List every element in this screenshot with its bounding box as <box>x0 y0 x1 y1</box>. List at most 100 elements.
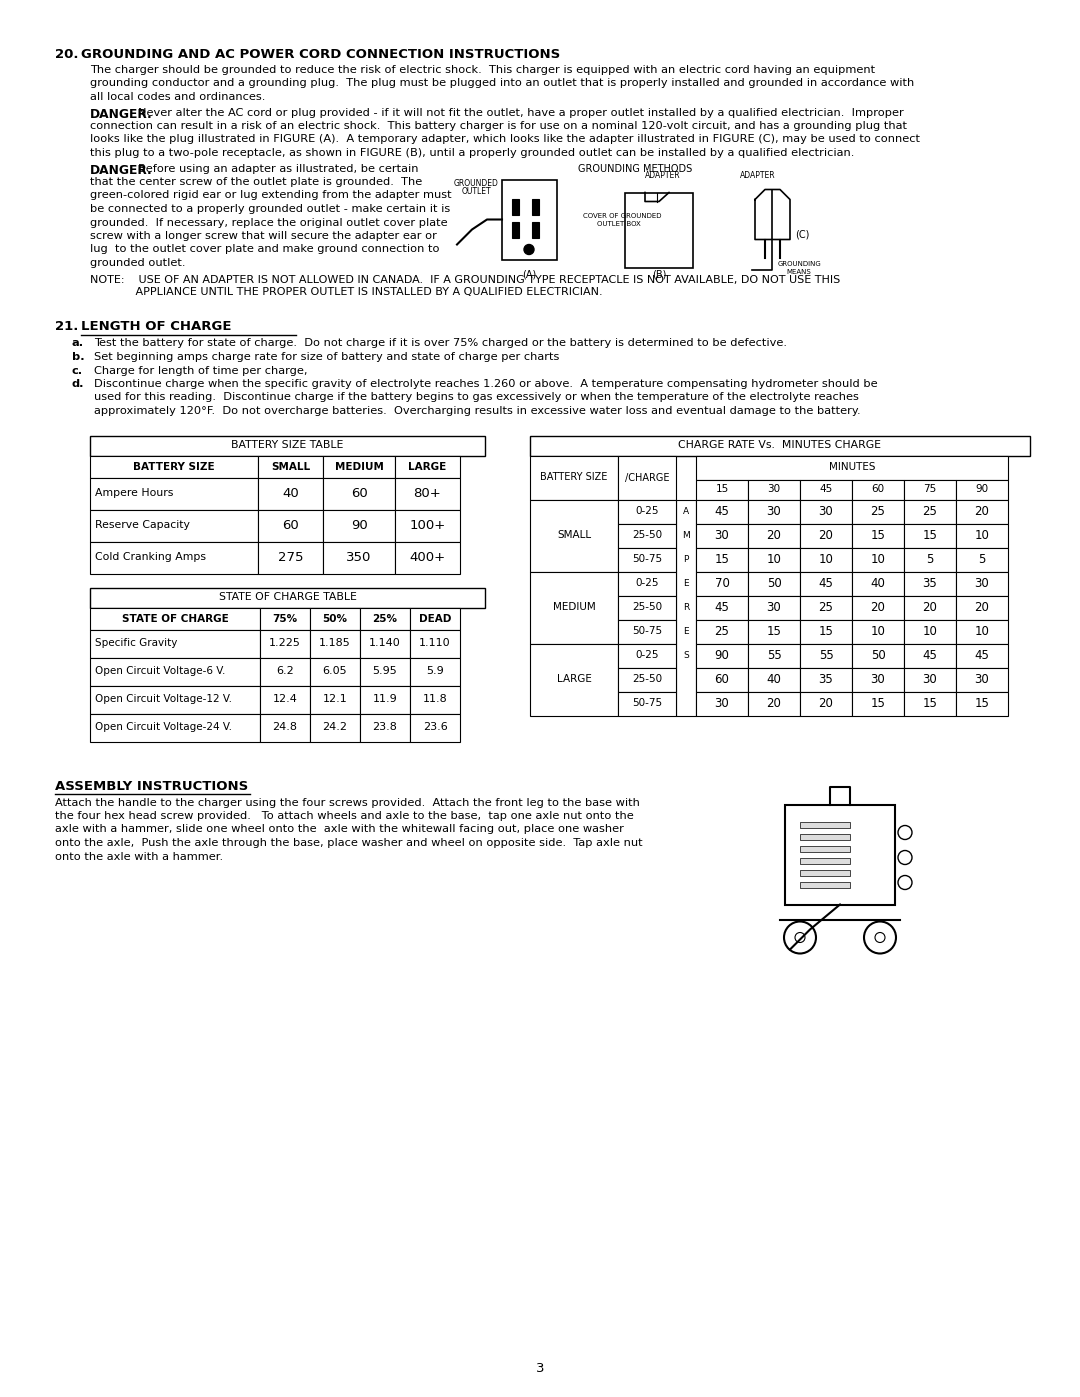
Text: all local codes and ordinances.: all local codes and ordinances. <box>90 92 266 102</box>
Bar <box>260 608 310 630</box>
Text: 25-50: 25-50 <box>632 675 662 685</box>
Text: 40: 40 <box>282 488 299 500</box>
Circle shape <box>897 876 912 890</box>
Text: Ampere Hours: Ampere Hours <box>95 489 174 499</box>
Bar <box>748 479 800 500</box>
Bar <box>785 805 895 904</box>
Bar <box>258 510 323 542</box>
Bar <box>360 714 410 742</box>
Text: 1.110: 1.110 <box>419 638 450 648</box>
Text: STATE OF CHARGE TABLE: STATE OF CHARGE TABLE <box>218 592 356 602</box>
Bar <box>696 455 1008 479</box>
Bar <box>852 479 904 500</box>
Text: onto the axle with a hammer.: onto the axle with a hammer. <box>55 852 224 862</box>
Text: a.: a. <box>72 338 84 348</box>
Bar <box>360 686 410 714</box>
Bar <box>748 692 800 715</box>
Text: 70: 70 <box>715 577 729 590</box>
Bar <box>748 668 800 692</box>
Bar <box>410 686 460 714</box>
Bar <box>800 882 850 887</box>
Text: 5: 5 <box>927 553 934 566</box>
Bar <box>618 571 676 595</box>
Bar <box>90 714 260 742</box>
Bar <box>800 692 852 715</box>
Text: 5.95: 5.95 <box>373 666 397 676</box>
Bar <box>956 571 1008 595</box>
Bar <box>748 571 800 595</box>
Bar <box>696 524 748 548</box>
Bar <box>618 548 676 571</box>
Text: 30: 30 <box>870 673 886 686</box>
Text: 24.2: 24.2 <box>323 722 348 732</box>
Bar <box>310 630 360 658</box>
Text: screw with a longer screw that will secure the adapter ear or: screw with a longer screw that will secu… <box>90 231 437 242</box>
Text: 45: 45 <box>715 504 729 518</box>
Text: c.: c. <box>72 366 83 376</box>
Text: this plug to a two-pole receptacle, as shown in FIGURE (B), until a properly gro: this plug to a two-pole receptacle, as s… <box>90 148 854 158</box>
Bar <box>395 542 460 574</box>
Text: 40: 40 <box>870 577 886 590</box>
Text: 20: 20 <box>819 529 834 542</box>
Bar <box>800 524 852 548</box>
Bar <box>618 500 676 524</box>
Bar <box>618 619 676 644</box>
Bar <box>956 500 1008 524</box>
Bar <box>323 542 395 574</box>
Text: Attach the handle to the charger using the four screws provided.  Attach the fro: Attach the handle to the charger using t… <box>55 798 639 807</box>
Text: E: E <box>684 578 689 588</box>
Text: LARGE: LARGE <box>408 461 447 472</box>
Bar <box>800 668 852 692</box>
Text: lug  to the outlet cover plate and make ground connection to: lug to the outlet cover plate and make g… <box>90 244 440 254</box>
Text: 50%: 50% <box>323 613 348 623</box>
Bar <box>90 658 260 686</box>
Text: GROUNDING AND AC POWER CORD CONNECTION INSTRUCTIONS: GROUNDING AND AC POWER CORD CONNECTION I… <box>81 47 561 61</box>
Bar <box>258 542 323 574</box>
Bar <box>800 619 852 644</box>
Text: 15: 15 <box>767 624 782 638</box>
Text: MEANS: MEANS <box>786 270 811 275</box>
Text: P: P <box>684 555 689 564</box>
Text: 20: 20 <box>767 697 782 710</box>
Bar <box>90 588 485 608</box>
Text: grounded.  If necessary, replace the original outlet cover plate: grounded. If necessary, replace the orig… <box>90 218 447 228</box>
Text: E: E <box>684 627 689 636</box>
Bar <box>800 834 850 840</box>
Bar <box>360 658 410 686</box>
Text: Reserve Capacity: Reserve Capacity <box>95 521 190 531</box>
Text: 55: 55 <box>819 650 834 662</box>
Bar <box>800 479 852 500</box>
Text: 25: 25 <box>870 504 886 518</box>
Text: OUTLET: OUTLET <box>462 187 491 197</box>
Bar <box>904 500 956 524</box>
Bar <box>852 571 904 595</box>
Text: 5: 5 <box>978 553 986 566</box>
Bar <box>395 455 460 478</box>
Text: 6.2: 6.2 <box>276 666 294 676</box>
Text: 30: 30 <box>922 673 937 686</box>
Text: MINUTES: MINUTES <box>828 462 875 472</box>
Bar <box>260 658 310 686</box>
Bar <box>310 714 360 742</box>
Bar <box>904 548 956 571</box>
Text: 12.4: 12.4 <box>272 694 297 704</box>
Text: Open Circuit Voltage-6 V.: Open Circuit Voltage-6 V. <box>95 666 226 676</box>
Text: 25%: 25% <box>373 613 397 623</box>
Text: 45: 45 <box>715 601 729 615</box>
Bar <box>852 548 904 571</box>
Text: that the center screw of the outlet plate is grounded.  The: that the center screw of the outlet plat… <box>90 177 422 187</box>
Bar <box>800 644 852 668</box>
Text: GROUNDED: GROUNDED <box>454 179 499 189</box>
Text: 350: 350 <box>347 550 372 564</box>
Text: 0-25: 0-25 <box>635 651 659 661</box>
Bar <box>852 595 904 619</box>
Bar <box>748 595 800 619</box>
Bar <box>800 869 850 876</box>
Text: 10: 10 <box>767 553 782 566</box>
Text: the four hex head screw provided.   To attach wheels and axle to the base,  tap : the four hex head screw provided. To att… <box>55 812 634 821</box>
Text: approximately 120°F.  Do not overcharge batteries.  Overcharging results in exce: approximately 120°F. Do not overcharge b… <box>94 407 861 416</box>
Text: 20.: 20. <box>55 47 79 61</box>
Text: 10: 10 <box>922 624 937 638</box>
Text: 25: 25 <box>922 504 937 518</box>
Bar <box>360 630 410 658</box>
